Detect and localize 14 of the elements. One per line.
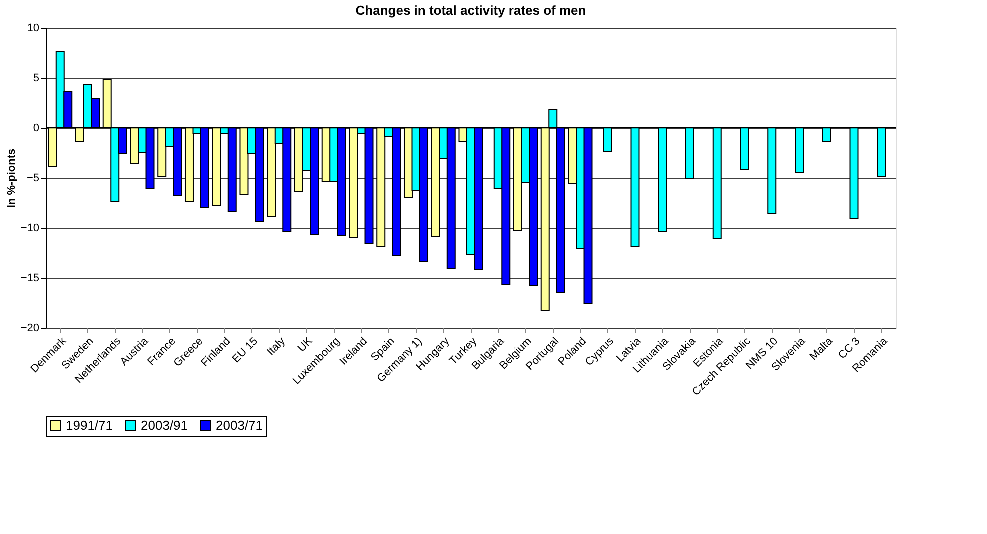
chart-title: Changes in total activity rates of men (356, 3, 586, 18)
y-tick-label: −5 (26, 172, 40, 184)
x-tick-label: Italy (265, 335, 288, 358)
y-tick-label: −10 (20, 222, 40, 234)
legend-label: 2003/71 (216, 418, 263, 433)
legend-label: 2003/91 (141, 418, 188, 433)
y-axis-title: In %-pionts (6, 148, 18, 208)
y-tick-label: 10 (27, 22, 40, 34)
y-tick-label: 5 (33, 72, 40, 84)
legend-label: 1991/71 (66, 418, 113, 433)
y-tick-label: 0 (33, 122, 40, 134)
y-tick-label: −20 (20, 322, 40, 334)
y-tick-label: −15 (20, 272, 40, 284)
x-tick-label: EU 15 (230, 336, 260, 366)
